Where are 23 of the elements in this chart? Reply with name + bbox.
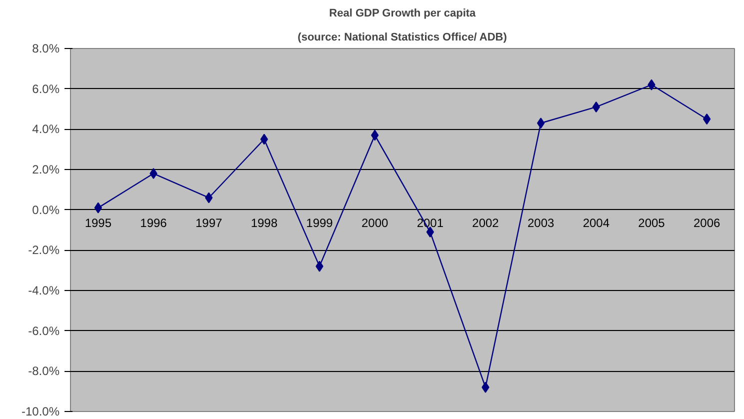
y-tick-label: 4.0% (32, 122, 60, 136)
y-tick-label: 0.0% (32, 202, 60, 217)
x-tick-label: 1995 (84, 216, 112, 230)
y-tick-label: 2.0% (32, 162, 60, 176)
chart-subtitle: (source: National Statistics Office/ ADB) (298, 32, 508, 44)
y-tick-label: 6.0% (32, 82, 60, 96)
x-tick-label: 2006 (693, 216, 721, 230)
x-tick-label: 1999 (306, 216, 334, 230)
y-tick-label: 8.0% (32, 42, 60, 56)
x-tick-label: 1997 (195, 216, 223, 230)
y-tick-label: -2.0% (28, 243, 60, 258)
y-tick-label: -10.0% (21, 404, 60, 418)
x-tick-label: 2002 (472, 216, 500, 230)
x-tick-label: 2000 (361, 216, 389, 230)
x-tick-label: 2003 (527, 216, 555, 230)
chart-title: Real GDP Growth per capita (329, 8, 477, 20)
x-tick-label: 1996 (140, 216, 168, 230)
y-tick-label: -4.0% (28, 284, 60, 298)
x-tick-label: 2004 (582, 216, 610, 230)
x-tick-label: 1998 (250, 216, 278, 230)
y-tick-label: -8.0% (28, 364, 60, 378)
x-tick-label: 2005 (638, 216, 666, 230)
y-tick-label: -6.0% (28, 324, 60, 338)
